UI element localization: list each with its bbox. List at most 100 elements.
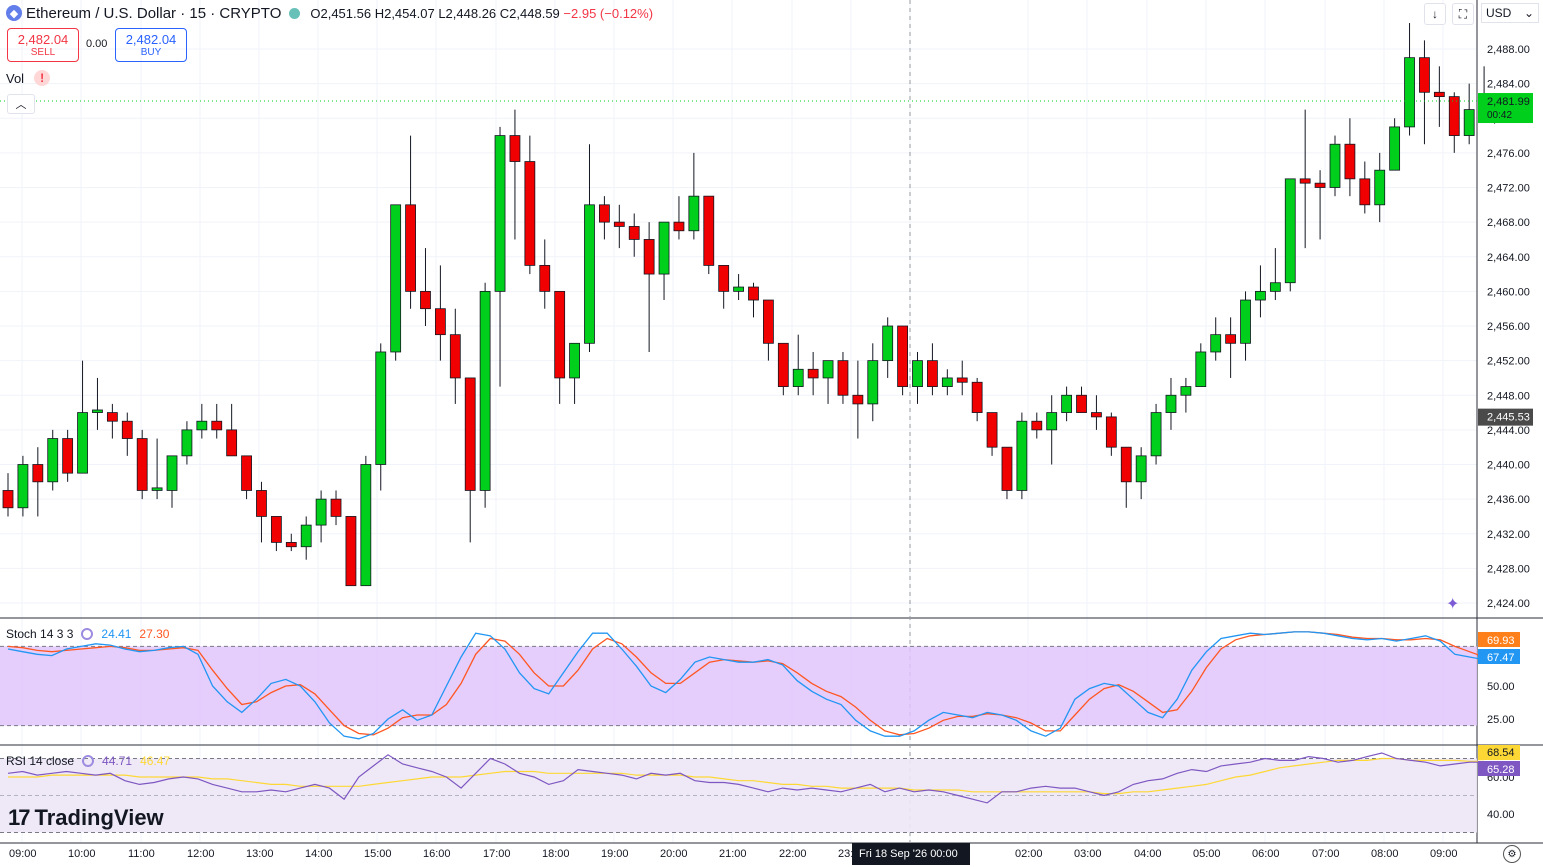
price-tick-label: 2,424.00 bbox=[1487, 598, 1530, 610]
rsi-legend[interactable]: RSI 14 close 44.71 46.47 bbox=[6, 754, 170, 768]
candle bbox=[1150, 412, 1162, 457]
high-value: H2,454.07 bbox=[374, 5, 435, 21]
buy-price: 2,482.04 bbox=[125, 32, 177, 47]
download-button[interactable]: ↓ bbox=[1424, 3, 1446, 25]
candle bbox=[241, 455, 252, 491]
fullscreen-button[interactable]: ⛶ bbox=[1452, 3, 1474, 25]
price-tick-label: 2,436.00 bbox=[1487, 494, 1530, 506]
candle bbox=[1195, 351, 1207, 387]
candle bbox=[196, 420, 208, 431]
candle bbox=[106, 412, 118, 422]
price-tick-label: 2,468.00 bbox=[1487, 217, 1530, 229]
candle bbox=[703, 195, 715, 266]
candle bbox=[1404, 57, 1415, 128]
price-tick-label: 2,432.00 bbox=[1487, 529, 1530, 541]
sell-label: SELL bbox=[30, 47, 56, 58]
currency-value: USD bbox=[1486, 6, 1512, 20]
candle bbox=[643, 239, 655, 275]
candle bbox=[479, 290, 491, 491]
currency-select[interactable]: USD ⌄ bbox=[1481, 3, 1539, 23]
stoch-d-badge-value: 69.93 bbox=[1487, 635, 1515, 647]
candle bbox=[628, 226, 640, 240]
volume-legend[interactable]: Vol ! bbox=[6, 70, 51, 86]
candle bbox=[464, 377, 476, 491]
rsi-ma-badge bbox=[1478, 745, 1520, 760]
candle bbox=[1314, 182, 1326, 188]
last-price-value: 2,481.99 bbox=[1487, 96, 1530, 108]
candle bbox=[807, 368, 819, 379]
candle bbox=[1001, 446, 1013, 491]
time-tick-label: 18:00 bbox=[542, 848, 570, 860]
symbol-header: ◆ Ethereum / U.S. Dollar · 15 · CRYPTO O… bbox=[6, 3, 653, 23]
candle bbox=[763, 299, 774, 344]
time-tick-label: 08:00 bbox=[1371, 848, 1399, 860]
candle bbox=[613, 221, 625, 227]
candle bbox=[1433, 91, 1445, 98]
open-value: O2,451.56 bbox=[310, 5, 372, 21]
stoch-label: Stoch 14 3 3 bbox=[6, 627, 74, 641]
chevron-down-icon: ⌄ bbox=[1523, 6, 1534, 20]
sell-button[interactable]: 2,482.04 SELL bbox=[7, 28, 79, 62]
stoch-d-value: 27.30 bbox=[139, 627, 170, 641]
volume-label: Vol bbox=[6, 70, 25, 86]
last-price-badge bbox=[1478, 93, 1533, 124]
rsi-line bbox=[7, 752, 1485, 804]
stoch-legend[interactable]: Stoch 14 3 3 24.41 27.30 bbox=[6, 627, 169, 641]
price-tick-label: 2,460.00 bbox=[1487, 286, 1530, 298]
indicator-settings-icon[interactable] bbox=[82, 755, 95, 767]
price-tick-label: 2,456.00 bbox=[1487, 321, 1530, 333]
candle bbox=[434, 308, 446, 336]
price-tick-label: 2,472.00 bbox=[1487, 183, 1530, 195]
candle bbox=[509, 135, 521, 162]
candle bbox=[1135, 455, 1147, 483]
spread-value: 0.00 bbox=[86, 38, 108, 50]
rsi-badge bbox=[1478, 761, 1520, 776]
time-tick-label: 13:00 bbox=[246, 848, 274, 860]
candle bbox=[524, 161, 536, 266]
time-tick-label: 16:00 bbox=[423, 848, 451, 860]
magic-icon[interactable]: ✦ bbox=[1446, 596, 1460, 613]
stoch-k-value: 24.41 bbox=[101, 627, 132, 641]
settings-gear-icon[interactable]: ⚙ bbox=[1503, 845, 1521, 863]
tradingview-logo[interactable]: 17 TradingView bbox=[8, 805, 164, 831]
crosshair-price-value: 2,445.53 bbox=[1487, 412, 1530, 424]
candle bbox=[897, 325, 908, 387]
buy-button[interactable]: 2,482.04 BUY bbox=[115, 28, 187, 62]
candle bbox=[1046, 412, 1058, 431]
candle bbox=[599, 204, 610, 223]
crosshair-date-badge bbox=[852, 843, 970, 865]
candle bbox=[47, 438, 59, 483]
time-tick-label: 12:00 bbox=[187, 848, 215, 860]
candle bbox=[420, 290, 431, 310]
candle bbox=[449, 334, 461, 379]
candle bbox=[867, 360, 879, 405]
candle bbox=[748, 286, 759, 301]
indicator-settings-icon[interactable] bbox=[81, 628, 94, 640]
candle bbox=[1180, 386, 1192, 396]
candle bbox=[345, 516, 357, 587]
candle bbox=[822, 360, 834, 379]
candle bbox=[166, 455, 178, 491]
time-tick-label: 17:00 bbox=[483, 848, 511, 860]
time-tick-label: 15:00 bbox=[364, 848, 392, 860]
candle bbox=[256, 490, 267, 517]
rsi-tick-label: 40.00 bbox=[1487, 809, 1515, 821]
collapse-legend-button[interactable]: ︿ bbox=[7, 94, 35, 114]
candle bbox=[270, 516, 282, 543]
candle bbox=[1389, 126, 1401, 171]
candle bbox=[1076, 394, 1087, 413]
time-tick-label: 09:00 bbox=[1430, 848, 1458, 860]
candle bbox=[986, 412, 998, 448]
time-tick-label: 19:00 bbox=[601, 848, 629, 860]
logo-text: TradingView bbox=[34, 805, 164, 830]
time-tick-label: 10:00 bbox=[68, 848, 96, 860]
symbol-title[interactable]: Ethereum / U.S. Dollar · 15 · CRYPTO bbox=[26, 4, 282, 22]
candle bbox=[1031, 420, 1043, 431]
candle bbox=[927, 360, 938, 387]
candle bbox=[1165, 394, 1177, 413]
time-tick-label: 07:00 bbox=[1312, 848, 1340, 860]
warning-icon[interactable]: ! bbox=[34, 70, 51, 86]
candle bbox=[211, 420, 223, 431]
candle bbox=[62, 438, 74, 474]
